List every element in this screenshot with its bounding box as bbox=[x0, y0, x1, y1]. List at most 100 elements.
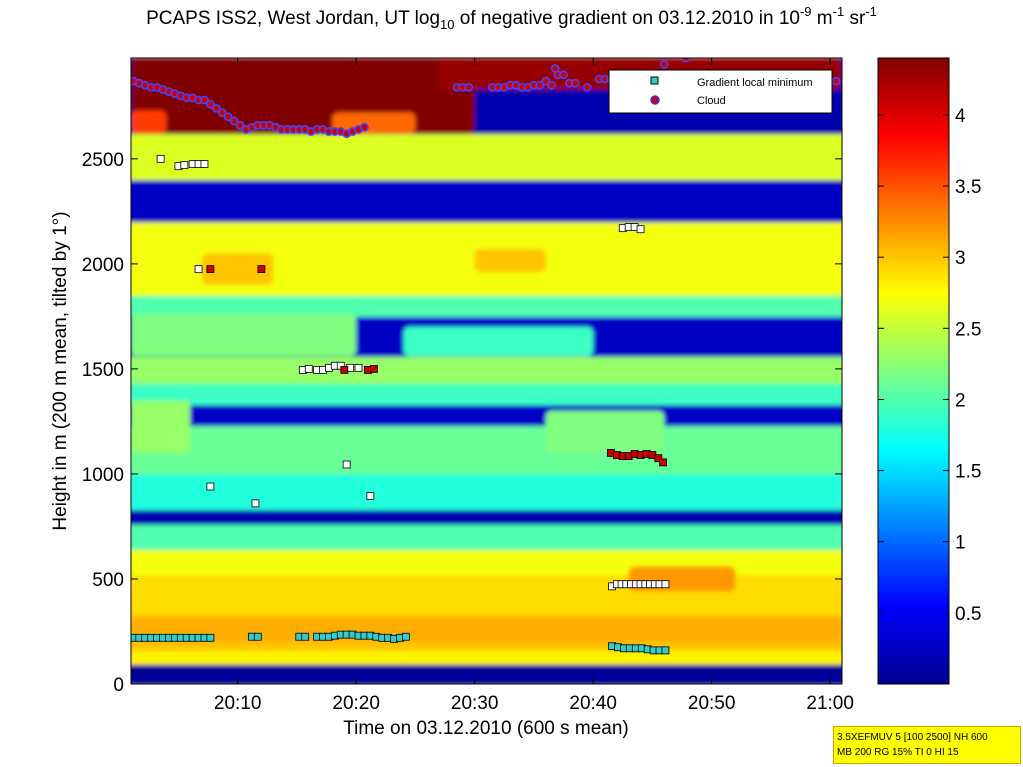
colorbar: 0.5 1 1.5 2 2.5 3 3.5 4 bbox=[877, 57, 981, 685]
legend: Gradient local minimum Cloud bbox=[608, 69, 833, 114]
heatmap-patch bbox=[131, 314, 357, 357]
gradient-minimum-marker bbox=[661, 646, 670, 655]
gradient-minimum-marker-white bbox=[251, 499, 260, 508]
cloud-marker bbox=[659, 59, 669, 69]
heatmap-band bbox=[131, 650, 842, 665]
heatmap-area bbox=[131, 58, 842, 684]
info-line-1: 3.5XEFMUV 5 [100 2500] NH 600 bbox=[837, 732, 988, 743]
cloud-marker bbox=[211, 104, 221, 113]
heatmap-layers bbox=[131, 58, 842, 684]
colorbar-ticks: 0.5 1 1.5 2 2.5 3 3.5 4 bbox=[878, 106, 981, 625]
heatmap-patch bbox=[545, 410, 665, 453]
colorbar-tick-label: 0.5 bbox=[955, 604, 981, 625]
x-axis-label: Time on 03.12.2010 (600 s mean) bbox=[343, 718, 629, 739]
x-tick-label: 20:30 bbox=[451, 693, 499, 714]
cloud-marker bbox=[205, 99, 215, 109]
cloud-marker bbox=[360, 122, 369, 132]
x-tick-label: 20:50 bbox=[688, 693, 736, 714]
colorbar-tick-label: 2.5 bbox=[955, 319, 981, 340]
gradient-minimum-marker bbox=[402, 632, 410, 641]
gradient-minimum-marker bbox=[301, 632, 310, 641]
gradient-minimum-marker-white bbox=[636, 225, 645, 234]
cloud-marker bbox=[235, 120, 245, 130]
gradient-minimum-marker-red bbox=[340, 366, 349, 374]
cloud-marker bbox=[541, 76, 551, 86]
y-tick-label: 1500 bbox=[82, 360, 124, 381]
y-tick-label: 2500 bbox=[82, 150, 124, 171]
heatmap-band bbox=[131, 473, 842, 511]
gradient-minimum-marker-white bbox=[206, 482, 215, 491]
heatmap-band bbox=[131, 549, 842, 576]
gradient-minimum-marker-red bbox=[370, 364, 378, 373]
cloud-marker bbox=[223, 112, 233, 122]
legend-gradient-marker bbox=[650, 76, 659, 85]
heatmap-band bbox=[131, 133, 842, 181]
legend-cloud-label: Cloud bbox=[697, 95, 726, 107]
heatmap-patch bbox=[131, 616, 842, 642]
gradient-minimum-marker bbox=[206, 633, 215, 642]
y-tick-label: 500 bbox=[92, 570, 124, 591]
heatmap-band bbox=[131, 574, 842, 616]
x-tick-label: 21:00 bbox=[806, 693, 854, 714]
cloud-marker bbox=[559, 70, 568, 80]
colorbar-tick-label: 4 bbox=[955, 106, 966, 127]
colorbar-tick-label: 3.5 bbox=[955, 177, 981, 198]
y-tick-label: 1000 bbox=[82, 465, 124, 486]
colorbar-tick-label: 3 bbox=[955, 248, 966, 269]
y-axis-label: Height in m (200 m mean, tilted by 1°) bbox=[50, 211, 71, 530]
gradient-minimum-marker-white bbox=[180, 161, 189, 170]
cloud-marker bbox=[831, 76, 841, 86]
heatmap-band bbox=[131, 524, 842, 551]
heatmap-patch bbox=[131, 110, 167, 134]
heatmap-patch bbox=[403, 326, 594, 357]
heatmap-band bbox=[131, 383, 842, 406]
heatmap-band bbox=[131, 356, 842, 385]
colorbar-tick-label: 1.5 bbox=[955, 462, 981, 483]
heatmap-band bbox=[131, 295, 842, 317]
cloud-marker bbox=[582, 83, 592, 92]
gradient-minimum-marker-white bbox=[661, 580, 670, 589]
gradient-minimum-marker-white bbox=[200, 160, 209, 168]
heatmap-band bbox=[131, 425, 842, 475]
gradient-minimum-marker-red bbox=[206, 265, 215, 274]
cloud-marker bbox=[570, 78, 580, 88]
gradient-minimum-marker-white bbox=[354, 363, 363, 372]
colorbar-tick-label: 1 bbox=[955, 533, 966, 554]
heatmap-patch bbox=[474, 249, 546, 273]
x-tick-label: 20:20 bbox=[332, 693, 380, 714]
heatmap-band bbox=[131, 509, 842, 525]
cloud-marker bbox=[547, 80, 557, 90]
cloud-marker bbox=[550, 64, 560, 73]
gradient-minimum-marker-white bbox=[366, 492, 375, 500]
gradient-minimum-marker-red bbox=[654, 454, 663, 463]
y-tick-label: 0 bbox=[113, 675, 124, 696]
gradient-minimum-marker-white bbox=[156, 154, 165, 163]
heatmap-band bbox=[131, 179, 842, 223]
colorbar-gradient bbox=[877, 57, 950, 685]
gradient-minimum-marker-white bbox=[304, 364, 313, 373]
heatmap-patch bbox=[202, 253, 274, 285]
y-tick-label: 2000 bbox=[82, 255, 124, 276]
gradient-minimum-marker bbox=[253, 632, 262, 641]
heatmap-band bbox=[131, 664, 842, 684]
gradient-minimum-marker-white bbox=[194, 265, 203, 274]
plot-frame bbox=[130, 57, 843, 685]
cloud-marker bbox=[535, 80, 545, 90]
legend-box bbox=[608, 69, 833, 114]
heatmap-patch bbox=[131, 400, 191, 453]
cloud-marker bbox=[200, 95, 209, 105]
x-tick-label: 20:40 bbox=[569, 693, 617, 714]
legend-cloud-marker bbox=[650, 95, 660, 105]
info-line-2: MB 200 RG 15% TI 0 HI 15 bbox=[837, 747, 959, 758]
y-axis: 0 500 1000 1500 2000 2500 bbox=[82, 150, 842, 696]
x-axis: 20:10 20:20 20:30 20:40 20:50 21:00 bbox=[214, 58, 854, 714]
gradient-minimum-marker-red bbox=[257, 265, 266, 274]
legend-gradient-label: Gradient local minimum bbox=[697, 77, 813, 89]
info-box: 3.5XEFMUV 5 [100 2500] NH 600 MB 200 RG … bbox=[833, 726, 1021, 764]
x-tick-label: 20:10 bbox=[214, 693, 262, 714]
cloud-marker bbox=[217, 108, 227, 118]
chart-title: PCAPS ISS2, West Jordan, UT log10 of neg… bbox=[146, 4, 877, 32]
colorbar-tick-label: 2 bbox=[955, 390, 966, 411]
cloud-marker bbox=[464, 83, 474, 92]
